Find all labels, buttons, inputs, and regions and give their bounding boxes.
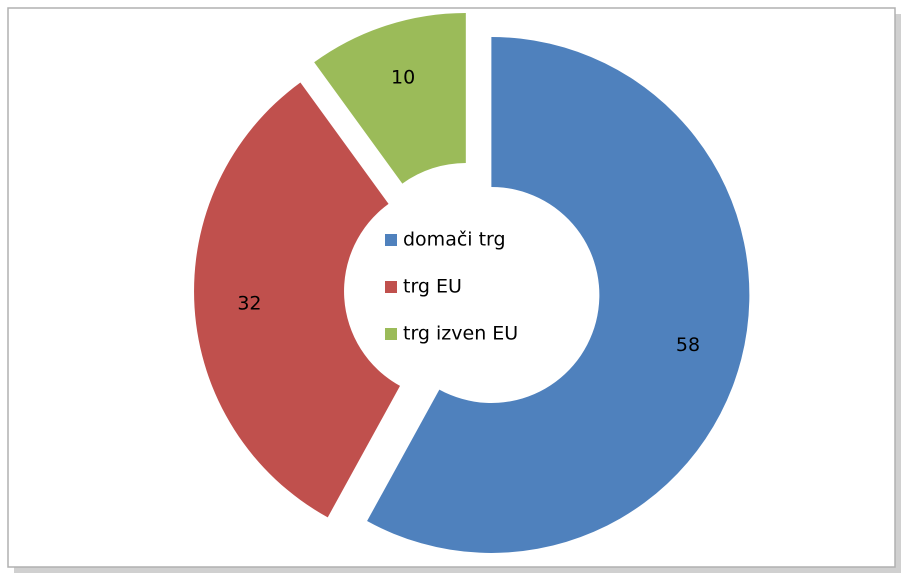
legend-label: domači trg xyxy=(403,229,506,251)
data-label: 10 xyxy=(391,66,415,88)
legend-label: trg izven EU xyxy=(403,323,518,345)
donut-segment xyxy=(367,36,750,553)
legend-swatch xyxy=(385,281,397,293)
legend-swatch xyxy=(385,328,397,340)
legend-swatch xyxy=(385,234,397,246)
donut-segment xyxy=(194,82,401,518)
legend-label: trg EU xyxy=(403,276,462,298)
donut-segment xyxy=(314,12,466,184)
data-label: 32 xyxy=(237,293,261,315)
data-label: 58 xyxy=(676,334,700,356)
